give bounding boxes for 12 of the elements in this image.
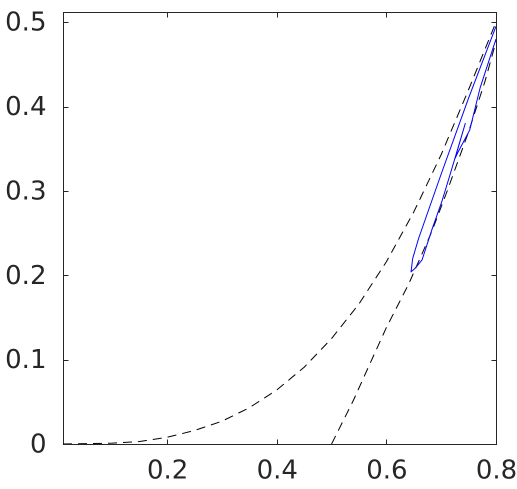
- line-series: [410, 26, 496, 272]
- line-series: [331, 41, 496, 444]
- y-tick-label: 0.1: [5, 345, 46, 376]
- x-tick-label: 0.8: [476, 456, 517, 486]
- y-tick-label: 0.5: [5, 8, 46, 38]
- y-tick-label: 0: [30, 430, 46, 460]
- y-tick-label: 0.3: [5, 176, 46, 206]
- y-tick-label: 0.2: [5, 260, 46, 291]
- y-tick-label: 0.4: [5, 92, 46, 122]
- x-tick-label: 0.2: [146, 456, 188, 486]
- x-tick-label: 0.6: [366, 456, 408, 486]
- x-tick-label: 0.4: [256, 456, 298, 486]
